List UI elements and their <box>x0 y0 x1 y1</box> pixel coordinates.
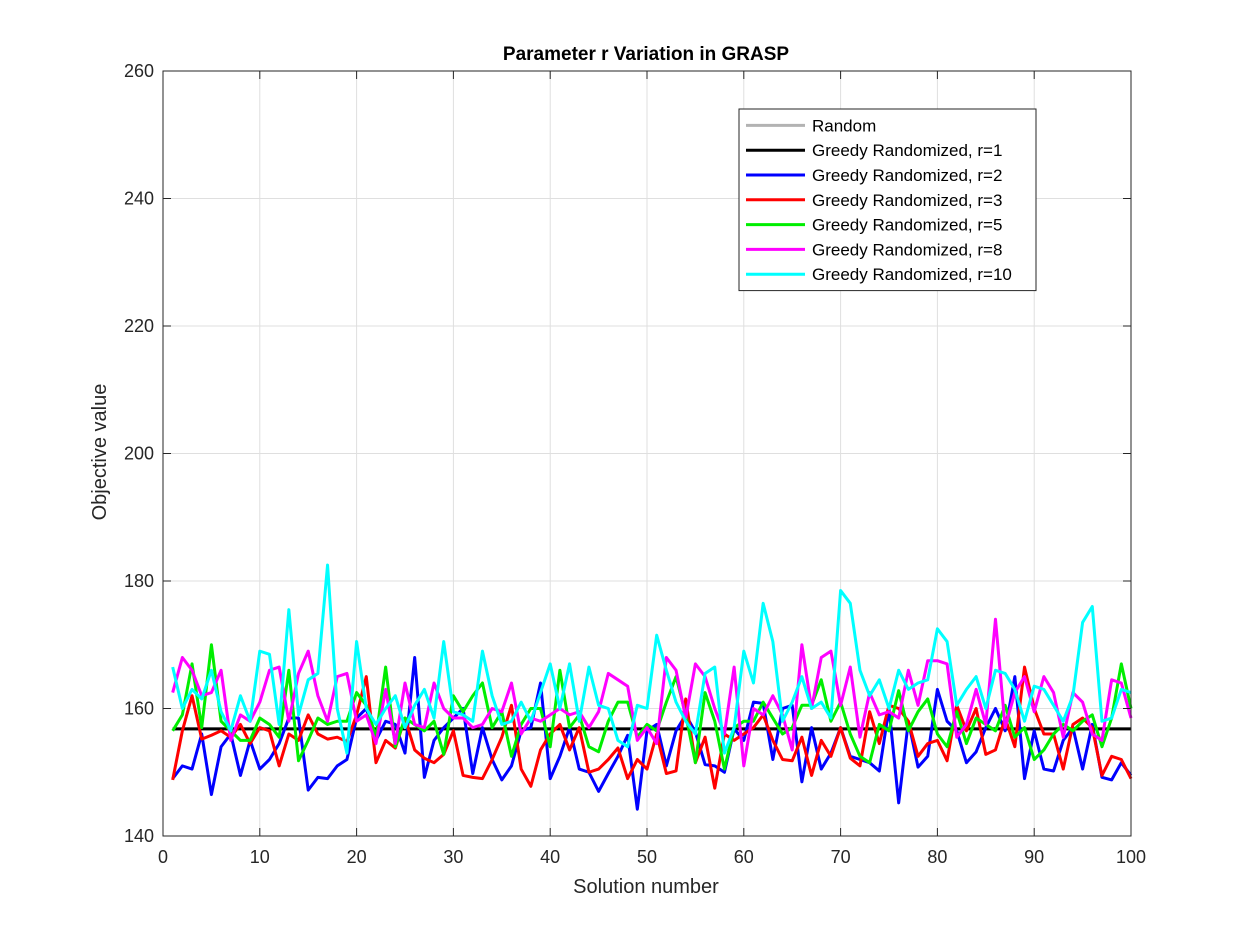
legend-entry-6: Greedy Randomized, r=10 <box>812 265 1012 284</box>
x-tick-label: 60 <box>734 847 754 867</box>
legend-entry-3: Greedy Randomized, r=3 <box>812 191 1002 210</box>
y-tick-label: 140 <box>124 826 154 846</box>
x-tick-label: 0 <box>158 847 168 867</box>
y-tick-label: 180 <box>124 571 154 591</box>
tick-labels: 0 10 20 30 40 50 60 70 80 90 100 140 160 180 200 220 240… <box>124 61 1146 867</box>
y-tick-label: 240 <box>124 189 154 209</box>
y-tick-label: 260 <box>124 61 154 81</box>
x-axis-label: Solution number <box>573 876 719 898</box>
series-line-4 <box>171 643 1133 771</box>
x-tick-label: 100 <box>1116 847 1146 867</box>
chart-title: Parameter r Variation in GRASP <box>503 44 789 65</box>
series-lines <box>171 563 1133 811</box>
x-tick-label: 10 <box>250 847 270 867</box>
x-tick-label: 50 <box>637 847 657 867</box>
y-tick-label: 220 <box>124 316 154 336</box>
series-line-3 <box>171 665 1133 790</box>
legend-entry-4: Greedy Randomized, r=5 <box>812 216 1002 235</box>
y-axis-label: Objective value <box>89 384 111 521</box>
x-tick-label: 80 <box>927 847 947 867</box>
legend-entry-1: Greedy Randomized, r=1 <box>812 141 1002 160</box>
series-line-6 <box>171 563 1132 755</box>
x-tick-label: 20 <box>347 847 367 867</box>
legend-entry-5: Greedy Randomized, r=8 <box>812 240 1002 259</box>
legend: Random Greedy Randomized, r=1 Greedy Rando… <box>738 108 1037 292</box>
legend-entry-0: Random <box>812 116 876 135</box>
x-tick-label: 30 <box>443 847 463 867</box>
axes <box>162 70 1132 837</box>
series-line-5 <box>171 617 1133 768</box>
legend-entry-2: Greedy Randomized, r=2 <box>812 166 1002 185</box>
x-tick-label: 90 <box>1024 847 1044 867</box>
y-tick-label: 160 <box>124 699 154 719</box>
x-tick-label: 70 <box>831 847 851 867</box>
y-tick-label: 200 <box>124 444 154 464</box>
x-tick-label: 40 <box>540 847 560 867</box>
plot-frame <box>162 70 1132 837</box>
